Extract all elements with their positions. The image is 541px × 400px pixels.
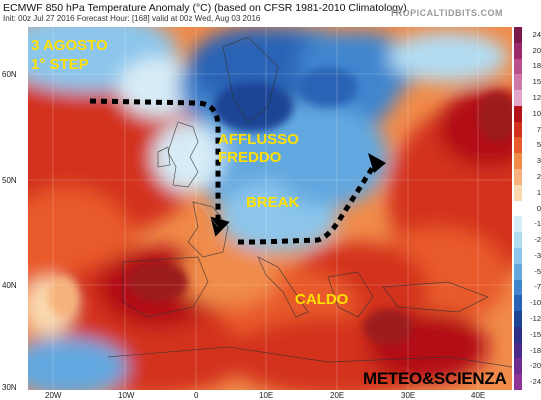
lon-label-20e: 20E — [330, 391, 345, 400]
colorbar-segment — [514, 27, 522, 44]
lon-label-10w: 10W — [118, 391, 135, 400]
hot-label: CALDO — [295, 291, 349, 308]
colorbar-segment — [514, 121, 522, 138]
colorbar-label: -10 — [530, 298, 541, 308]
break-label: BREAK — [246, 194, 300, 211]
chart-title: ECMWF 850 hPa Temperature Anomaly (°C) (… — [3, 2, 407, 14]
date-label: 3 AGOSTO 1° STEP — [31, 36, 108, 74]
colorbar-segment — [514, 326, 522, 344]
init-subtitle: Init: 00z Jul 27 2016 Forecast Hour: [16… — [3, 14, 261, 23]
signature-label: METEO&SCIENZA — [363, 369, 507, 388]
coast-italy — [257, 256, 309, 318]
lon-label-30e: 30E — [401, 391, 416, 400]
colorbar-label: 5 — [536, 140, 541, 150]
colorbar-label: -2 — [534, 235, 541, 245]
colorbar-label: -3 — [534, 250, 541, 260]
cold-line-1: AFFLUSSO — [218, 131, 299, 148]
lon-label-10e: 10E — [259, 391, 274, 400]
colorbar-label: 18 — [532, 61, 541, 71]
colorbar-label: 20 — [532, 45, 541, 55]
colorbar-segment — [514, 42, 522, 60]
colorbar-segment — [514, 105, 522, 123]
colorbar-label: 0 — [536, 203, 541, 213]
colorbar-label: 10 — [532, 108, 541, 118]
colorbar-segment — [514, 216, 522, 233]
colorbar-segment — [514, 74, 522, 91]
colorbar-label: 7 — [536, 124, 541, 134]
colorbar-label: -18 — [530, 345, 541, 355]
date-line-1: 3 AGOSTO — [31, 37, 108, 54]
colorbar-segment — [514, 169, 522, 186]
coast-france — [187, 201, 229, 258]
coast-britain — [167, 121, 199, 188]
colorbar-segment — [514, 263, 522, 281]
colorbar-segment — [514, 295, 522, 312]
lon-label-20w: 20W — [45, 391, 62, 400]
lon-label-0: 0 — [194, 391, 199, 400]
colorbar-segment — [514, 90, 522, 107]
lat-label-40n: 40N — [2, 281, 17, 290]
colorbar-label: -5 — [534, 266, 541, 276]
colorbar-label: 15 — [532, 77, 541, 87]
colorbar-segment — [514, 184, 522, 202]
colorbar-label: 1 — [536, 187, 541, 197]
colorbar-label: 12 — [532, 93, 541, 103]
colorbar-segment — [514, 247, 522, 265]
colorbar-segment — [514, 311, 522, 328]
coast-scandinavia — [222, 36, 279, 123]
anomaly-map: 3 AGOSTO 1° STEP AFFLUSSO FREDDO BREAK C… — [28, 27, 512, 390]
lat-label-50n: 50N — [2, 176, 17, 185]
colorbar-label: -15 — [530, 329, 541, 339]
colorbar-label: 24 — [532, 29, 541, 39]
colorbar-segment — [514, 358, 522, 375]
colorbar-label: -1 — [534, 219, 541, 229]
colorbar-label: 3 — [536, 156, 541, 166]
date-line-2: 1° STEP — [31, 56, 89, 73]
brand-watermark: TROPICALTIDBITS.COM — [389, 8, 503, 18]
colorbar-segment — [514, 232, 522, 249]
flow-arrows — [89, 98, 386, 245]
coast-iberia — [122, 256, 209, 318]
colorbar-segment — [514, 137, 522, 154]
colorbar-label: -24 — [530, 377, 541, 387]
lon-label-40e: 40E — [471, 391, 486, 400]
coast-balkans — [327, 271, 374, 318]
colorbar-segment — [514, 342, 522, 359]
coast-north-africa — [107, 346, 512, 368]
coast-turkey — [382, 281, 489, 313]
colorbar-label: -20 — [530, 361, 541, 371]
colorbar-label: 2 — [536, 171, 541, 181]
coast-ireland — [157, 146, 171, 168]
colorbar-segment — [514, 58, 522, 75]
cold-line-2: FREDDO — [218, 149, 282, 166]
colorbar-segment — [514, 374, 522, 391]
colorbar — [514, 27, 522, 391]
cold-label: AFFLUSSO FREDDO — [218, 131, 299, 167]
lat-label-30n: 30N — [2, 383, 17, 392]
colorbar-segment — [514, 279, 522, 296]
header: ECMWF 850 hPa Temperature Anomaly (°C) (… — [0, 0, 541, 26]
colorbar-segment — [514, 153, 522, 170]
colorbar-label: -12 — [530, 313, 541, 323]
anomaly-field — [28, 27, 512, 390]
colorbar-label: -7 — [534, 282, 541, 292]
lat-label-60n: 60N — [2, 70, 17, 79]
colorbar-segment — [514, 200, 522, 217]
